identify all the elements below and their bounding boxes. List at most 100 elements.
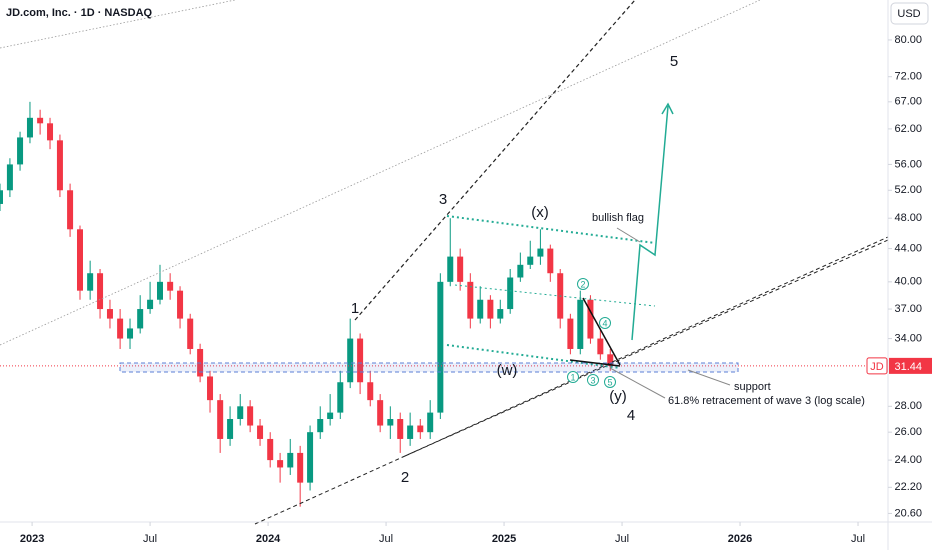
candle-body [367,382,374,401]
x-tick-label: 2025 [492,533,516,545]
y-tick-label: 40.00 [894,276,922,288]
y-tick-label: 24.00 [894,454,922,466]
candle-body [117,318,124,339]
candle-body [147,299,154,310]
candle-body [167,281,174,291]
circle-marker [577,278,589,290]
trend-line [354,0,636,321]
candle-body [237,406,244,420]
candle-body [607,354,614,366]
symbol-label: JD [870,361,884,373]
circle-marker [604,376,616,388]
chart-title: JD.com, Inc. · 1D · NASDAQ [6,7,153,19]
note: 61.8% retracement of wave 3 (log scale) [668,395,865,407]
sub-wave-label: 1 [570,372,575,382]
candle-body [597,338,604,355]
candle-body [0,190,3,204]
candle-body [427,412,434,433]
candle-body [6,164,13,191]
candle-body [587,299,594,339]
annotations: 5 3 1 2 4 (x) (w) (y) bullish flag suppo… [351,53,865,486]
circle-marker [567,371,579,383]
y-tick-label: 37.00 [894,303,922,315]
currency-button[interactable] [890,2,929,25]
wave-label: 1 [351,300,359,317]
candle-body [37,117,44,124]
candle-body [507,277,514,310]
candle-body [97,273,104,310]
sub-wave-label: 4 [602,318,607,328]
candle-body [447,256,454,282]
y-tick-label: 62.00 [894,123,922,135]
trend-line [254,236,889,525]
candle-body [76,229,83,291]
candle-body [87,273,94,291]
candle-body [477,299,484,319]
x-tick-label: 2026 [728,533,752,545]
y-tick-label: 34.00 [894,332,922,344]
projection-arrow [631,105,669,341]
support-zone [119,362,739,373]
note: support [734,381,771,393]
candle-body [387,419,394,426]
candle-body [537,248,544,257]
candle-body [297,452,304,483]
candle-body [317,419,324,433]
wave-label: (y) [609,388,627,405]
symbol-badge [866,357,888,375]
pointer [687,369,731,386]
circle-marker [587,374,599,386]
candle-body [527,256,534,265]
y-tick-label: 48.00 [894,212,922,224]
candle-body [137,309,144,329]
wave-label: 2 [401,469,409,486]
candle-body [156,281,163,300]
candle-body [187,318,194,349]
candle-body [307,432,314,483]
candle-body [407,425,414,439]
y-tick-label: 28.00 [894,400,922,412]
x-tick-label: Jul [143,533,157,545]
candle-body [377,400,384,426]
candle-body [457,256,464,282]
y-tick-label: 67.00 [894,96,922,108]
candle-body [177,290,184,319]
candle-body [417,425,424,433]
candle-body [257,425,264,439]
sub-wave-label: 5 [607,377,612,387]
pointer [609,367,666,399]
candle-body [47,123,54,141]
y-tick-label: 56.00 [894,158,922,170]
flag-line [446,344,621,369]
candle-body [287,452,294,468]
candle-body [487,299,494,319]
candle-body [337,382,344,413]
candle-body [127,328,134,339]
candle-body [106,309,113,319]
sub-wave-label: 2 [580,279,585,289]
candle-body [497,309,504,319]
candle-body [17,137,24,165]
candle-body [217,400,224,439]
candle-body [327,412,334,420]
candle-body [247,406,254,426]
candle-body [347,338,354,383]
candle-body [207,376,214,401]
y-tick-label: 52.00 [894,184,922,196]
candle-body [267,438,274,461]
candle-body [56,140,63,191]
candle-body [357,338,364,383]
y-tick-label: 20.60 [894,507,922,519]
drawings [0,0,889,525]
circle-marker [599,317,611,329]
y-tick-label: 44.00 [894,242,922,254]
x-tick-label: 2024 [256,533,281,545]
y-tick-label: 80.00 [894,34,922,46]
wave-label: 3 [439,191,447,208]
triangle-line [582,297,621,366]
channel-line [0,0,236,49]
x-tick-label: 2023 [20,533,44,545]
candle-body [467,281,474,319]
channel-line [0,0,761,346]
